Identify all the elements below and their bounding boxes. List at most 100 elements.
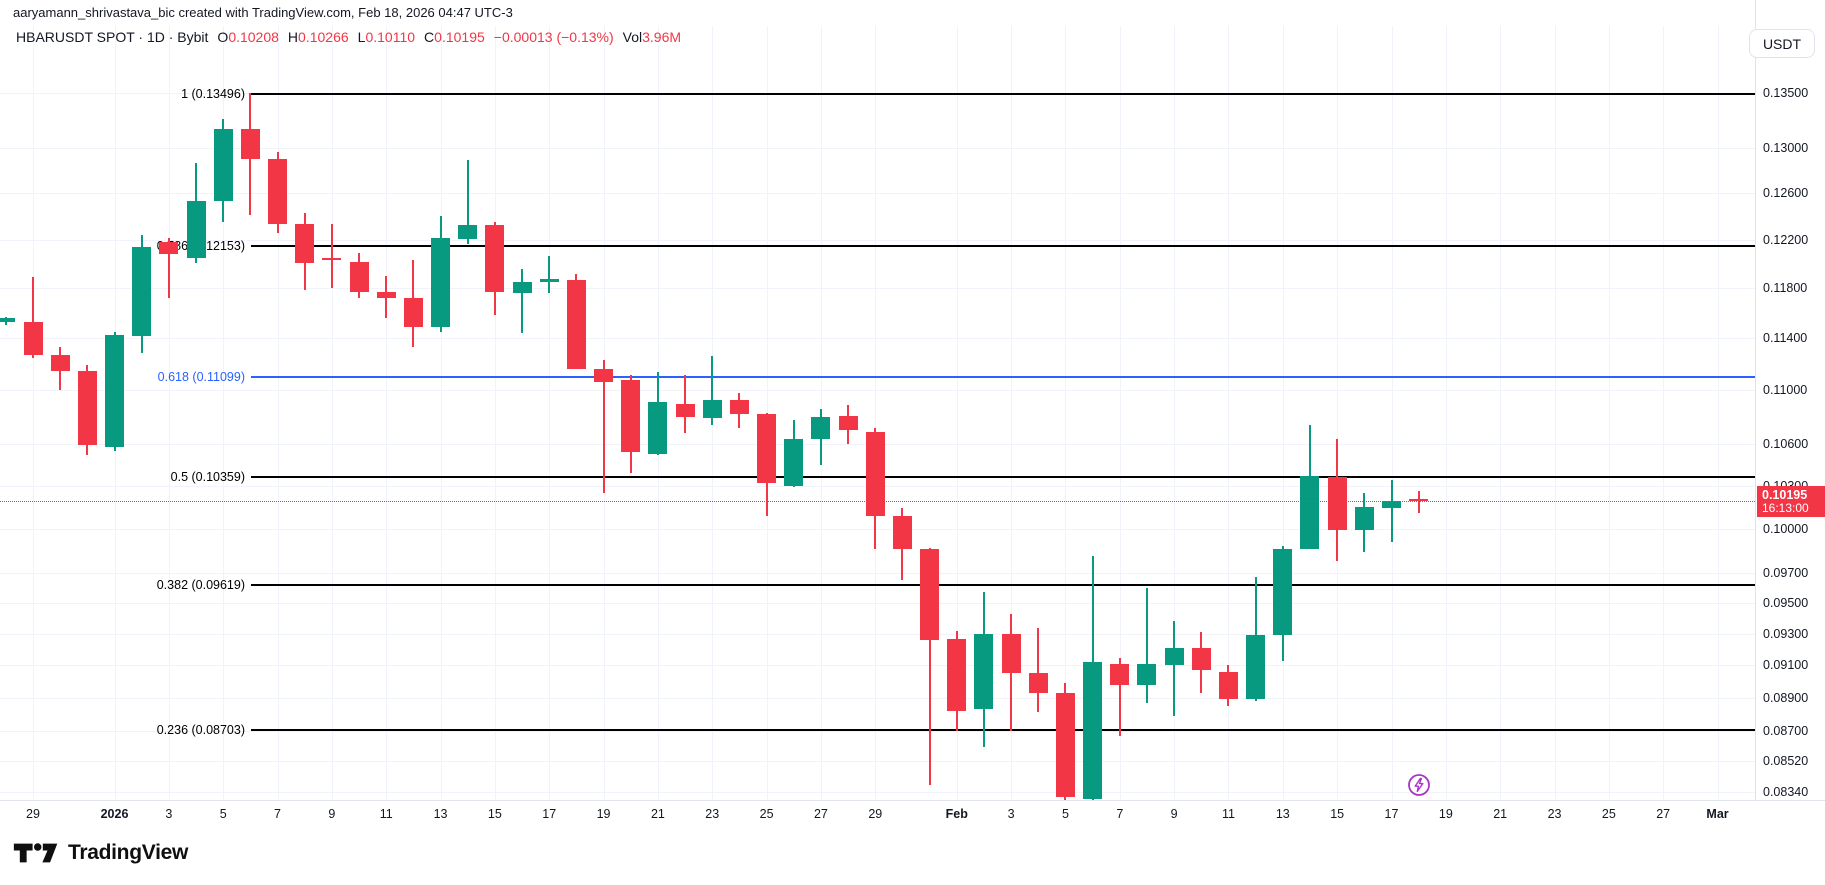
candle [1137, 663, 1157, 685]
low-value: L 0.10110 [357, 29, 416, 45]
change-value: −0.00013 (−0.13%) [493, 29, 614, 45]
grid-line-v [1011, 26, 1013, 800]
symbol-title[interactable]: HBARUSDT SPOT · 1D · Bybit [16, 29, 209, 45]
fib-line[interactable] [251, 92, 1755, 95]
candle-wick [1390, 480, 1393, 542]
grid-line-h [0, 572, 1755, 574]
candle [1001, 633, 1021, 674]
candle [1327, 477, 1347, 531]
price-tick-label: 0.08900 [1763, 690, 1809, 705]
volume-value: Vol 3.96M [622, 29, 682, 45]
grid-line-h [0, 665, 1755, 667]
price-tick-label: 0.12200 [1763, 233, 1809, 248]
time-tick-label: 21 [1493, 807, 1508, 821]
grid-line-v [1445, 26, 1447, 800]
candle [1300, 475, 1320, 550]
tradingview-logo[interactable]: TradingView [13, 840, 188, 866]
candle-wick [602, 360, 605, 493]
last-price-value: 0.10195 [1762, 487, 1808, 502]
candle [0, 318, 16, 323]
candle [757, 414, 777, 483]
time-tick-label: 15 [487, 807, 502, 821]
candle [268, 159, 288, 224]
grid-line-v [494, 26, 496, 800]
candle-wick [167, 237, 170, 299]
time-tick-label: 27 [1656, 807, 1671, 821]
price-tick-label: 0.08700 [1763, 723, 1809, 738]
candle [675, 403, 695, 417]
candle [50, 355, 70, 371]
open-value: O 0.10208 [217, 29, 279, 45]
price-axis[interactable]: 0.13500 0.13000 0.12600 0.12200 0.11800 0.114… [1755, 0, 1825, 800]
candle-wick [1118, 657, 1121, 736]
candle [648, 402, 668, 454]
grid-line-v [875, 26, 877, 800]
fib-line[interactable] [251, 244, 1755, 247]
candle [865, 431, 885, 516]
candle-wick [1037, 627, 1040, 713]
candle [376, 292, 396, 299]
grid-line-v [956, 26, 958, 800]
grid-line-v [1391, 26, 1393, 800]
price-tick-label: 0.11800 [1763, 281, 1808, 296]
grid-line-v [331, 26, 333, 800]
bar-countdown: 16:13:00 [1762, 500, 1809, 515]
grid-line-v [33, 26, 34, 800]
candle [892, 515, 912, 550]
price-tick-label: 0.08340 [1763, 785, 1809, 799]
grid-line-v [168, 26, 170, 800]
time-tick-label: 25 [759, 807, 774, 821]
chart-pane[interactable]: 1 (0.13496) 0.786 (0.12153) 0.618 (0.11099… [0, 0, 1755, 800]
time-tick-label: 5 [219, 807, 227, 821]
fib-line[interactable] [251, 729, 1755, 732]
grid-line-v [440, 26, 442, 800]
candle [458, 224, 478, 239]
candle [947, 638, 967, 711]
attribution-text: aaryamann_shrivastava_bic created with T… [13, 5, 513, 20]
time-tick-label: 15 [1330, 807, 1345, 821]
candle [77, 370, 97, 446]
grid-line-v [1717, 26, 1719, 800]
grid-line-v [1065, 26, 1067, 800]
price-tick-label: 0.09300 [1763, 626, 1809, 641]
time-axis[interactable]: 29 2026 3 5 7 9 11 13 15 17 19 21 23 25 27 29 Feb 3 5 7 9 11 1… [0, 800, 1825, 827]
fib-line[interactable] [251, 583, 1755, 586]
time-tick-label: 21 [650, 807, 665, 821]
candle [1409, 498, 1429, 501]
price-tick-label: 0.13500 [1763, 86, 1809, 101]
candle [132, 247, 152, 336]
high-value: H 0.10266 [287, 29, 349, 45]
grid-line-h [0, 390, 1755, 392]
time-tick-label: Feb [945, 807, 968, 821]
time-tick-label: 9 [328, 807, 336, 821]
time-tick-label: 7 [274, 807, 281, 821]
time-tick-label: 11 [379, 807, 393, 821]
candle [322, 258, 342, 261]
price-tick-label: 0.09700 [1763, 565, 1809, 580]
close-value: C 0.10195 [424, 29, 485, 45]
grid-line-v [1282, 26, 1284, 800]
time-tick-label: 19 [596, 807, 611, 821]
fib-level-label: 0.5 (0.10359) [170, 470, 245, 485]
grid-line-h [0, 288, 1755, 290]
candle-wick [1417, 490, 1420, 513]
currency-toggle-button[interactable]: USDT [1749, 29, 1815, 58]
fib-line[interactable] [251, 376, 1755, 379]
grid-line-v [223, 26, 225, 800]
tradingview-logo-mark-icon [13, 840, 59, 866]
grid-line-h [0, 730, 1755, 732]
time-tick-label: 5 [1061, 807, 1069, 821]
grid-line-h [0, 761, 1755, 763]
grid-line-h [0, 528, 1755, 530]
candle [1273, 549, 1293, 636]
last-price-line [0, 500, 1755, 502]
price-tick-label: 0.08520 [1763, 754, 1809, 769]
fib-line[interactable] [251, 476, 1755, 479]
time-tick-label: 25 [1601, 807, 1616, 821]
candle [295, 223, 315, 263]
grid-line-h [0, 147, 1755, 149]
candle [811, 416, 831, 439]
lightning-icon[interactable] [1407, 773, 1431, 797]
price-tick-label: 0.10600 [1763, 437, 1809, 452]
